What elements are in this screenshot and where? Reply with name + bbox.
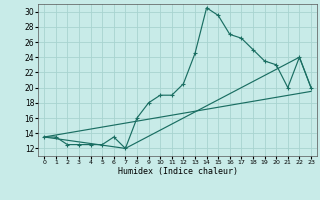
X-axis label: Humidex (Indice chaleur): Humidex (Indice chaleur): [118, 167, 238, 176]
